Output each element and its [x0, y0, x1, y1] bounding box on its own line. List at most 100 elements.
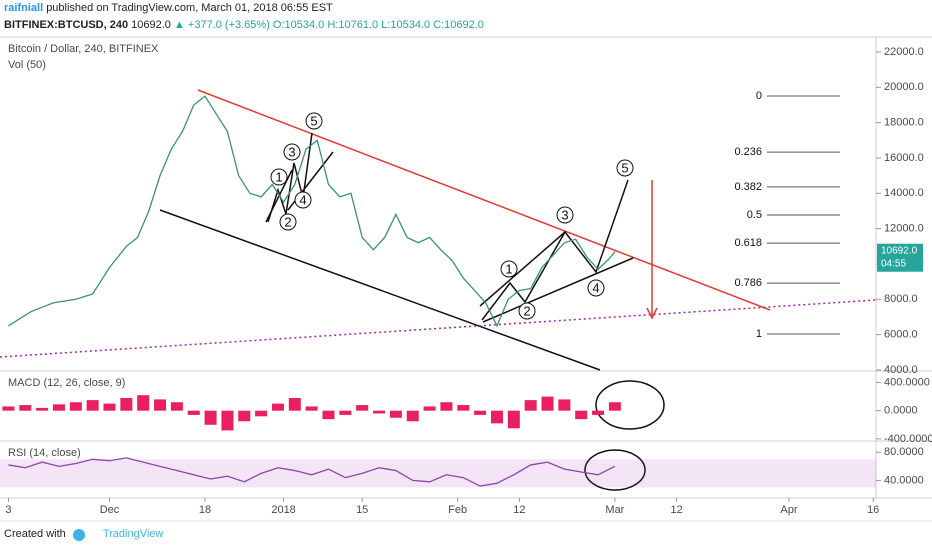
fib-label: 0.382 [734, 181, 762, 193]
x-tick-label: 12 [513, 504, 525, 516]
histogram-bar [255, 410, 268, 417]
histogram-bar [305, 406, 318, 411]
change: ▲ +377.0 (+3.65%) [173, 19, 270, 31]
histogram-bar [120, 397, 133, 411]
wave-circle [616, 159, 634, 177]
fib-label: 0.618 [734, 237, 762, 249]
histogram-bar [204, 410, 217, 425]
countdown: 04:55 [881, 258, 906, 269]
histogram-bar [389, 410, 402, 418]
histogram-bar [356, 405, 369, 411]
histogram-bar [187, 410, 200, 415]
y-tick-label: 18000.0 [884, 117, 924, 129]
histogram-bar [507, 410, 520, 429]
created: Created with [4, 528, 66, 540]
wave-circle [500, 260, 518, 278]
wave-circle [283, 143, 301, 161]
brand[interactable]: TradingView [102, 528, 164, 540]
pane-title: RSI (14, close) [8, 447, 81, 459]
fib-label: 0 [756, 90, 762, 102]
histogram-bar [86, 400, 99, 411]
wave-label: 1 [505, 261, 512, 276]
y-tick-label: 22000.0 [884, 46, 924, 58]
fib-label: 0.786 [734, 277, 762, 289]
published: published on TradingView.com, March 01, … [46, 2, 333, 14]
x-tick-label: 16 [867, 504, 879, 516]
wave-label: 4 [592, 280, 599, 295]
wave-label: 5 [310, 113, 317, 128]
pane-subtitle: Vol (50) [8, 59, 46, 71]
fib-label: 0.5 [747, 209, 762, 221]
wave-label: 2 [284, 214, 291, 229]
histogram-bar [154, 399, 167, 411]
price: 10692.0 [131, 19, 171, 31]
footer [73, 529, 85, 541]
x-tick-label: 15 [356, 504, 368, 516]
fib-label: 1 [756, 328, 762, 340]
y-tick-label: 400.0000 [884, 376, 930, 388]
histogram-bar [608, 402, 621, 411]
wave-circle [279, 213, 297, 231]
rsi-band [0, 459, 876, 488]
histogram-bar [440, 402, 453, 411]
histogram-bar [575, 410, 588, 420]
symbol: BITFINEX:BTCUSD, 240 [4, 19, 129, 31]
histogram-bar [69, 402, 82, 411]
ticker-line: BITFINEX:BTCUSD, 240 10692.0 ▲ +377.0 (+… [4, 19, 484, 31]
x-tick-label: Dec [100, 504, 120, 516]
histogram-bar [19, 405, 32, 411]
histogram-bar [36, 407, 49, 411]
publish-line: raifniall published on TradingView.com, … [4, 2, 333, 14]
last-price-label: 10692.0 [881, 245, 918, 256]
series-line [8, 457, 616, 487]
x-tick-label: Apr [780, 504, 797, 516]
wave-label: 3 [288, 144, 295, 159]
y-tick-label: 80.0000 [884, 446, 924, 458]
histogram-bar [271, 403, 284, 411]
y-tick-label: 20000.0 [884, 81, 924, 93]
series-line [8, 95, 616, 328]
histogram-bar [373, 410, 386, 414]
x-tick-label: 12 [671, 504, 683, 516]
frame [0, 36, 932, 522]
y-tick-label: 0.0000 [884, 405, 918, 417]
wave-circle [587, 279, 605, 297]
wave-circle [305, 112, 323, 130]
histogram-bar [423, 406, 436, 411]
histogram-bar [170, 402, 183, 411]
x-tick-label: 2018 [271, 504, 295, 516]
ohlc: O:10534.0 H:10761.0 L:10534.0 C:10692.0 [272, 19, 484, 31]
histogram-bar [238, 410, 251, 422]
wave-label: 2 [523, 303, 530, 318]
fib-label: 0.236 [734, 146, 762, 158]
x-tick-label: Feb [448, 504, 467, 516]
pane-title: MACD (12, 26, close, 9) [8, 377, 125, 389]
histogram-bar [524, 400, 537, 411]
histogram-bar [474, 410, 487, 415]
y-tick-label: 14000.0 [884, 187, 924, 199]
last-price-tag [877, 243, 923, 272]
y-tick-label: 16000.0 [884, 152, 924, 164]
wave-circle [518, 302, 536, 320]
y-tick-label: 12000.0 [884, 223, 924, 235]
y-tick-label: 40.0000 [884, 474, 924, 486]
author[interactable]: raifniall [4, 2, 44, 14]
wave-circle [294, 191, 312, 209]
histogram-bar [2, 406, 15, 411]
footer-text: Created with TradingView [4, 528, 163, 540]
x-tick-label: Mar [605, 504, 624, 516]
y-tick-label: 8000.0 [884, 293, 918, 305]
histogram-bar [592, 410, 605, 415]
histogram-bar [406, 410, 419, 422]
y-tick-label: -400.0000 [884, 433, 932, 445]
histogram-bar [52, 404, 65, 411]
histogram-bar [288, 397, 301, 411]
histogram-bar [490, 410, 503, 424]
y-tick-label: 4000.0 [884, 364, 918, 376]
x-tick-label: 18 [199, 504, 211, 516]
histogram-bar [541, 396, 554, 411]
pane-title: Bitcoin / Dollar, 240, BITFINEX [8, 43, 159, 55]
histogram-bar [558, 399, 571, 411]
